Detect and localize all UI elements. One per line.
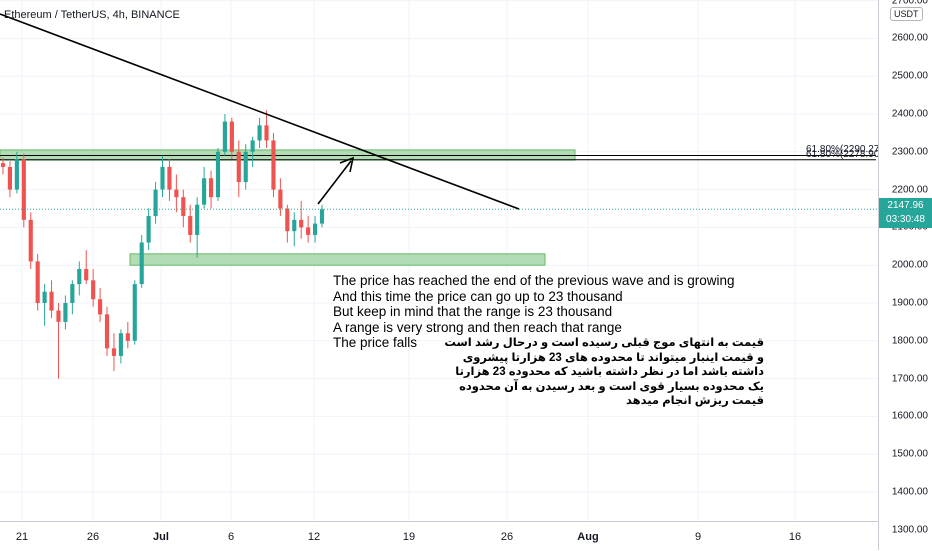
candle-body bbox=[181, 197, 186, 217]
price-tick-label: 1600.00 bbox=[891, 410, 928, 422]
candle-body bbox=[63, 303, 68, 322]
candle-body bbox=[250, 140, 255, 152]
time-tick-label: 21 bbox=[15, 531, 29, 543]
price-tick-label: 1700.00 bbox=[891, 373, 928, 385]
candle-body bbox=[111, 348, 117, 356]
candle-body bbox=[215, 151, 221, 198]
candle-body bbox=[195, 204, 200, 235]
price-tick-label: 1500.00 bbox=[891, 448, 928, 460]
candle-body bbox=[278, 189, 283, 209]
time-tick-label: 26 bbox=[86, 531, 100, 543]
annotation-line: قیمت به انتهای موج قبلی رسیده است و درحا… bbox=[444, 337, 764, 349]
time-tick-label: Jul bbox=[153, 531, 169, 543]
candle-body bbox=[271, 140, 276, 190]
candle-body bbox=[153, 189, 158, 217]
fib-label-upper: 61.80%(2290.27) bbox=[806, 144, 883, 156]
descending-trendline bbox=[0, 13, 520, 210]
candle-body bbox=[208, 178, 214, 198]
support-zone bbox=[129, 253, 546, 266]
candle-body bbox=[306, 227, 311, 235]
forecast-arrow-shaft bbox=[317, 160, 352, 205]
time-tick-label: Aug bbox=[577, 531, 599, 543]
candle-body bbox=[49, 291, 54, 311]
candle-body bbox=[285, 208, 290, 232]
forecast-arrow-head bbox=[339, 156, 355, 173]
candle-body bbox=[167, 166, 172, 190]
candle-body bbox=[0, 163, 6, 167]
annotation-line: The price has reached the end of the pre… bbox=[333, 273, 735, 288]
candle-body bbox=[257, 125, 262, 141]
candle-body bbox=[35, 261, 40, 303]
candle-body bbox=[312, 223, 318, 235]
candle-body bbox=[56, 310, 61, 322]
candle-body bbox=[91, 280, 96, 300]
last-price-tag: 2147.96 03:30:48 bbox=[879, 198, 932, 228]
annotation-line: But keep in mind that the range is 23 th… bbox=[333, 304, 613, 319]
time-tick-label: 9 bbox=[694, 531, 702, 543]
candle-body bbox=[125, 333, 130, 341]
candle-body bbox=[104, 314, 110, 349]
annotation-line: And this time the price can go up to 23 … bbox=[333, 288, 623, 304]
countdown-timer: 03:30:48 bbox=[886, 214, 925, 225]
candle-body bbox=[229, 121, 234, 152]
price-tick-label: 2300.00 bbox=[891, 146, 928, 158]
candle-body bbox=[188, 216, 193, 235]
candle-body bbox=[28, 219, 33, 262]
time-tick-label: 12 bbox=[307, 531, 321, 543]
price-tick-label: 2600.00 bbox=[891, 32, 928, 44]
price-tick-label: 2500.00 bbox=[891, 70, 928, 82]
candle-body bbox=[132, 284, 137, 341]
annotation-line: The price falls bbox=[333, 335, 418, 350]
annotation-english: The price has reached the end of the pre… bbox=[333, 273, 773, 351]
time-tick-label: 6 bbox=[227, 531, 235, 543]
price-tick-label: 2200.00 bbox=[891, 184, 928, 196]
candle-body bbox=[77, 268, 82, 285]
candle-body bbox=[21, 159, 26, 220]
candle-body bbox=[160, 166, 165, 190]
price-tick-label: 1800.00 bbox=[891, 335, 928, 347]
candle-body bbox=[319, 209, 325, 224]
fib-label-lower: 61.80%(2278.90) bbox=[806, 148, 883, 160]
candle-body bbox=[70, 284, 75, 303]
candle-body bbox=[139, 242, 144, 285]
chart-title: Ethereum / TetherUS, 4h, BINANCE bbox=[4, 9, 180, 21]
annotation-line: یک محدوده بسیار قوی است و بعد رسیدن به آ… bbox=[459, 380, 764, 393]
annotation-line: داشته باشد اما در نظر داشته باشید که محد… bbox=[455, 366, 764, 378]
price-tick-label: 1400.00 bbox=[891, 486, 928, 498]
annotation-line: قیمت ریزش انجام میدهد bbox=[625, 395, 764, 407]
candle-body bbox=[7, 166, 13, 190]
price-axis[interactable]: 2700.00 2600.00 2500.00 2400.00 2300.00 2200.… bbox=[878, 0, 932, 550]
time-tick-label: 16 bbox=[788, 531, 802, 543]
candle-body bbox=[264, 125, 269, 141]
currency-badge[interactable]: USDT bbox=[890, 7, 923, 21]
candle-body bbox=[292, 219, 297, 232]
price-tick-label: 2700.00 bbox=[891, 0, 928, 7]
candle-body bbox=[236, 151, 241, 183]
candle-body bbox=[84, 268, 89, 281]
price-tick-label: 1300.00 bbox=[891, 524, 928, 536]
candle-body bbox=[202, 178, 207, 205]
time-axis[interactable]: 21 26 Jul 6 12 19 26 Aug 9 16 bbox=[0, 521, 878, 551]
chart-canvas[interactable] bbox=[0, 0, 878, 550]
candle-body bbox=[146, 216, 151, 243]
candle-body bbox=[14, 159, 19, 190]
annotation-line: و قیمت اینبار میتواند تا محدوده های 23 ه… bbox=[462, 351, 764, 364]
time-tick-label: 26 bbox=[500, 531, 514, 543]
price-tick-label: 2400.00 bbox=[891, 108, 928, 120]
candle-body bbox=[222, 121, 227, 152]
price-tick-label: 2000.00 bbox=[891, 259, 928, 271]
candle-body bbox=[299, 219, 304, 228]
candle-body bbox=[42, 291, 47, 303]
price-tick-label: 1900.00 bbox=[891, 297, 928, 309]
candle-body bbox=[118, 333, 123, 356]
candle-body bbox=[174, 189, 179, 198]
annotation-persian: قیمت به انتهای موج قبلی رسیده است و درحا… bbox=[444, 336, 764, 409]
last-price-value: 2147.96 bbox=[887, 200, 924, 211]
annotation-line: A range is very strong and then reach th… bbox=[333, 319, 622, 335]
candle-body bbox=[243, 151, 248, 183]
candle-body bbox=[98, 299, 103, 315]
time-tick-label: 19 bbox=[402, 531, 416, 543]
